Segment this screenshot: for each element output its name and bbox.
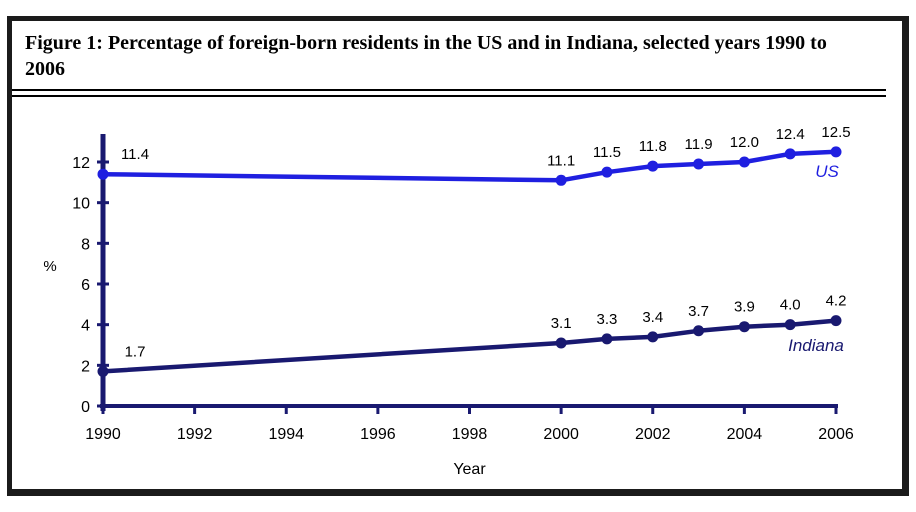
- x-tick-label: 1994: [268, 426, 304, 443]
- data-point: [601, 333, 613, 345]
- data-label: 12.4: [776, 126, 805, 143]
- data-point: [784, 148, 796, 160]
- data-label: 11.4: [121, 146, 149, 163]
- data-label: 11.1: [547, 152, 575, 169]
- data-label: 3.1: [551, 315, 572, 332]
- data-label: 4.0: [780, 297, 801, 314]
- data-point: [647, 160, 659, 172]
- x-tick-label: 1998: [452, 426, 488, 443]
- data-label: 12.0: [730, 134, 759, 151]
- data-point: [830, 315, 842, 327]
- x-tick-label: 2002: [635, 426, 671, 443]
- y-tick-label: 6: [81, 277, 90, 294]
- data-point: [693, 158, 705, 170]
- figure-box: Figure 1: Percentage of foreign-born res…: [7, 16, 909, 496]
- data-label: 12.5: [821, 124, 850, 141]
- data-label: 1.7: [125, 343, 146, 360]
- data-label: 3.4: [642, 309, 663, 326]
- figure-title: Figure 1: Percentage of foreign-born res…: [25, 32, 827, 80]
- series-line-us: [100, 149, 839, 183]
- y-tick-label: 8: [81, 236, 90, 253]
- y-tick-label: 0: [81, 399, 90, 416]
- data-point: [693, 325, 705, 337]
- data-label: 3.3: [597, 311, 618, 328]
- title-divider: [12, 89, 886, 97]
- x-tick-label: 2000: [543, 426, 579, 443]
- y-tick-label: 2: [81, 358, 90, 375]
- data-label: 4.2: [826, 293, 847, 310]
- series-label-us: US: [815, 162, 839, 181]
- x-axis-label: Year: [453, 461, 486, 478]
- x-tick-label: 2006: [818, 426, 854, 443]
- data-label: 3.9: [734, 299, 755, 316]
- data-point: [97, 365, 109, 377]
- data-label: 11.8: [639, 138, 667, 155]
- y-tick-label: 10: [72, 196, 90, 213]
- data-point: [738, 321, 750, 333]
- data-point: [830, 146, 842, 158]
- y-tick-label: 4: [81, 318, 90, 335]
- y-tick-label: 12: [72, 155, 90, 172]
- data-label: 11.9: [685, 136, 713, 153]
- series-label-indiana: Indiana: [788, 336, 844, 355]
- x-tick-label: 1992: [177, 426, 213, 443]
- x-tick-label: 2004: [727, 426, 763, 443]
- data-label: 11.5: [593, 144, 621, 161]
- data-point: [97, 168, 109, 180]
- data-point: [784, 319, 796, 331]
- x-tick-label: 1996: [360, 426, 396, 443]
- data-label: 3.7: [688, 303, 709, 320]
- data-point: [738, 156, 750, 168]
- data-point: [647, 331, 659, 343]
- series-line-indiana: [100, 318, 839, 374]
- data-point: [555, 337, 567, 349]
- data-point: [555, 174, 567, 186]
- x-tick-label: 1990: [85, 426, 121, 443]
- y-axis-label: %: [43, 258, 56, 275]
- data-point: [601, 166, 613, 178]
